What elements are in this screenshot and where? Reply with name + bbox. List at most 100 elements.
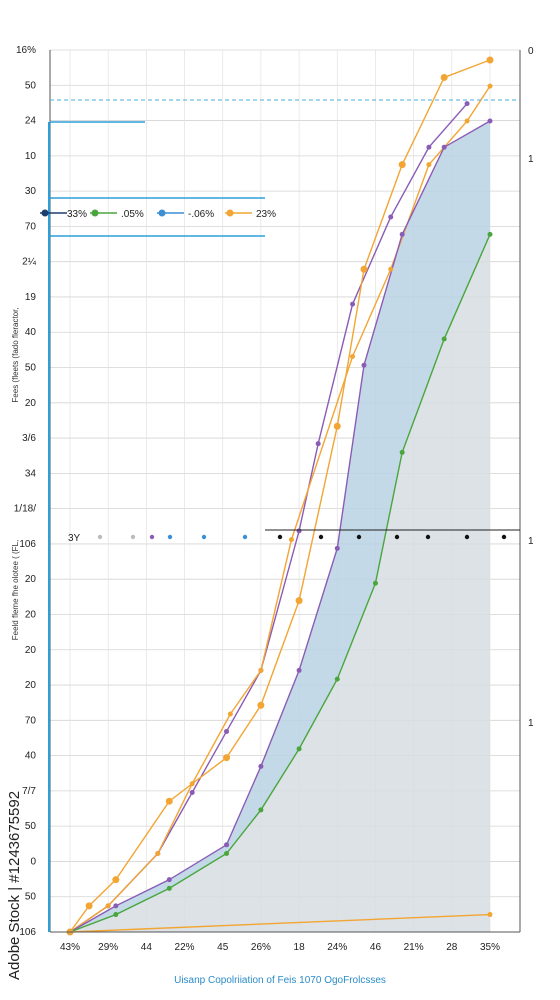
series-point: [258, 807, 264, 813]
x-tick-label: 26%: [251, 942, 271, 953]
series-point: [288, 537, 294, 543]
midline-dot: [425, 534, 431, 540]
y-tick-label: 20: [25, 680, 37, 691]
series-point: [350, 301, 356, 307]
midline-label: 3Y: [68, 533, 81, 544]
series-point: [224, 728, 230, 734]
series-point: [166, 877, 172, 883]
midline-dot: [97, 534, 103, 540]
series-point: [464, 101, 470, 107]
chart-caption: Uisanp Copolriiation of Feis 1070 OgoFro…: [174, 975, 386, 986]
midline-dot: [201, 534, 207, 540]
y-tick-label: 50: [25, 363, 37, 374]
legend-swatch: [158, 209, 166, 217]
y-tick-label: 19: [25, 292, 37, 303]
y-tick-label: 20: [25, 574, 37, 585]
y-tick-label: 50: [25, 892, 37, 903]
midline-dot: [149, 534, 155, 540]
series-point: [426, 144, 432, 150]
series-point: [113, 903, 119, 909]
y2-tick-label: 1: [528, 718, 534, 729]
chart-decorations: [48, 50, 521, 933]
tick-labels: 16%50241030702¼194050203/6341/18/1062020…: [11, 45, 534, 953]
series-point: [440, 73, 448, 81]
y-tick-label: 3/6: [22, 433, 36, 444]
series-point: [224, 851, 230, 857]
y2-tick-label: 0: [528, 46, 534, 57]
legend-label: .05%: [121, 209, 144, 220]
midline-dot: [167, 534, 173, 540]
y2-tick-label: 1: [528, 154, 534, 165]
x-tick-label: 28: [446, 942, 458, 953]
legend-swatch: [91, 209, 99, 217]
midline-dot: [130, 534, 136, 540]
series-point: [333, 422, 341, 430]
series-point: [441, 336, 447, 342]
legend: 33% .05% -.06% 23%: [40, 209, 276, 220]
midline-dot: [356, 534, 362, 540]
series-point: [388, 266, 394, 272]
x-tick-label: 44: [141, 942, 153, 953]
series-point: [334, 676, 340, 682]
series-point: [388, 214, 394, 220]
series-point: [441, 144, 447, 150]
x-tick-label: 45: [217, 942, 229, 953]
series-point: [166, 885, 172, 891]
series-point: [487, 231, 493, 237]
series-point: [464, 118, 470, 124]
series-point: [223, 754, 231, 762]
y-tick-label: 106: [19, 927, 36, 938]
y-axis-label-top: Fees (fleets (fado fleractor,: [11, 307, 20, 402]
series-point: [189, 781, 195, 787]
midline-dot: [277, 534, 283, 540]
series-point: [372, 580, 378, 586]
series-point: [399, 231, 405, 237]
series-point: [257, 701, 265, 709]
x-tick-label: 21%: [404, 942, 424, 953]
midline-dot: [318, 534, 324, 540]
midline-dot: [242, 534, 248, 540]
x-tick-label: 18: [294, 942, 306, 953]
series-point: [113, 912, 119, 918]
series-point: [296, 528, 302, 534]
y-tick-label: 40: [25, 751, 37, 762]
series-point: [227, 711, 233, 717]
x-tick-label: 46: [370, 942, 382, 953]
y-tick-label: 70: [25, 221, 37, 232]
series-point: [295, 597, 303, 605]
series-point: [296, 667, 302, 673]
series-point: [350, 353, 356, 359]
x-tick-label: 29%: [98, 942, 118, 953]
series-point: [315, 441, 321, 447]
y-tick-label: 50: [25, 80, 37, 91]
legend-swatch: [226, 209, 234, 217]
legend-label: -.06%: [188, 209, 214, 220]
y-tick-label: 20: [25, 645, 37, 656]
series-point: [258, 763, 264, 769]
series-line: [69, 913, 491, 933]
series-point: [486, 56, 494, 64]
series-point: [165, 797, 173, 805]
midline-dot: [464, 534, 470, 540]
area-fill-band: [70, 121, 490, 933]
y-tick-label: 50: [25, 821, 37, 832]
series-line: [69, 59, 491, 933]
series-point: [360, 265, 368, 273]
y-tick-label: 7/7: [22, 786, 36, 797]
series-point: [224, 842, 230, 848]
y-tick-label: 30: [25, 186, 37, 197]
x-tick-label: 22%: [175, 942, 195, 953]
y-tick-label: 10: [25, 151, 37, 162]
y-tick-label: 106: [19, 539, 36, 550]
area-fills: [70, 121, 490, 933]
y-tick-label: 70: [25, 715, 37, 726]
y-tick-label: 16%: [16, 45, 36, 56]
series-point: [334, 545, 340, 551]
series-point: [487, 912, 493, 918]
series-point: [155, 851, 161, 857]
x-tick-label: 35%: [480, 942, 500, 953]
y-tick-label: 40: [25, 327, 37, 338]
series-point: [399, 449, 405, 455]
y-tick-label: 2¼: [22, 256, 37, 268]
